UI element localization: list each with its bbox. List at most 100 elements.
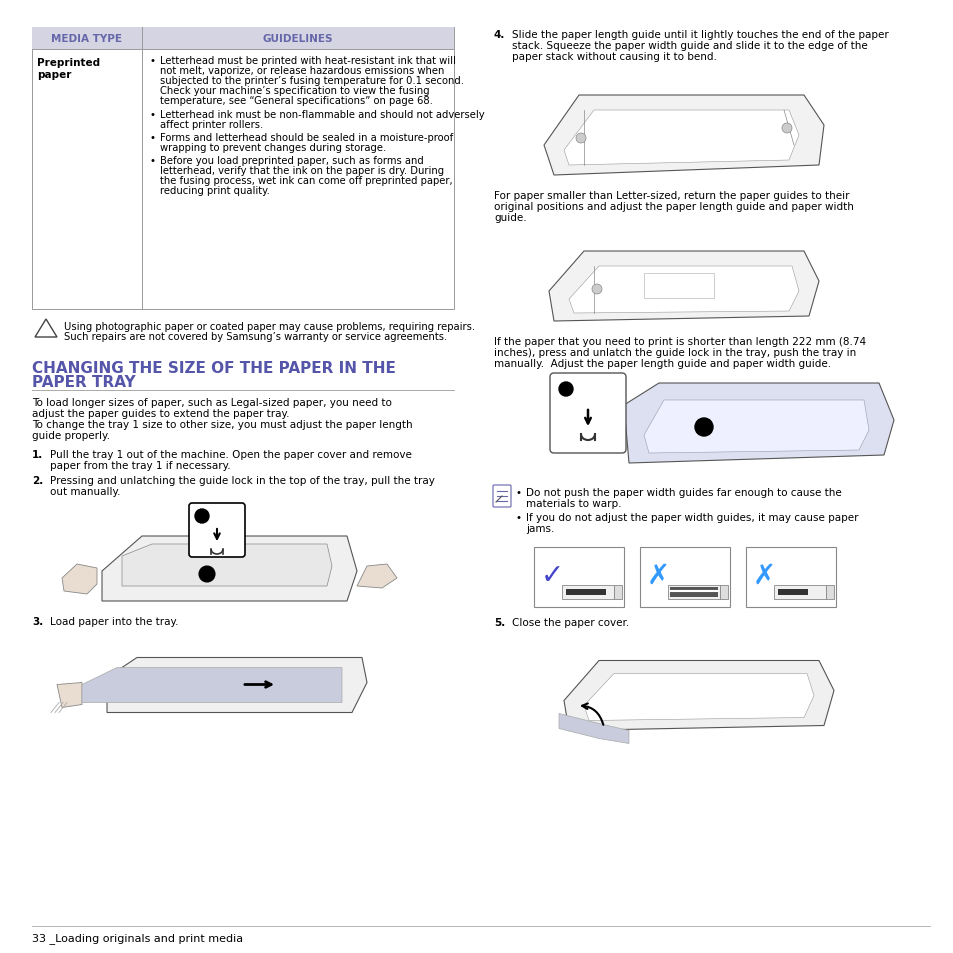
Polygon shape — [57, 682, 82, 708]
Text: reducing print quality.: reducing print quality. — [160, 186, 270, 196]
Bar — [639, 547, 729, 607]
Bar — [778, 589, 807, 596]
Circle shape — [576, 133, 585, 144]
Text: Letterhead ink must be non-flammable and should not adversely: Letterhead ink must be non-flammable and… — [160, 110, 484, 119]
FancyBboxPatch shape — [189, 503, 245, 558]
Text: ✗: ✗ — [752, 561, 775, 589]
Text: •: • — [516, 513, 521, 522]
Text: 2: 2 — [700, 423, 706, 432]
Text: Before you load preprinted paper, such as forms and: Before you load preprinted paper, such a… — [160, 156, 423, 167]
Polygon shape — [122, 544, 332, 586]
Bar — [720, 585, 727, 599]
Text: ✗: ✗ — [646, 561, 669, 589]
Circle shape — [558, 382, 573, 396]
Text: 1: 1 — [199, 512, 205, 521]
FancyBboxPatch shape — [550, 374, 625, 454]
Text: Load paper into the tray.: Load paper into the tray. — [50, 617, 178, 626]
Text: stack. Squeeze the paper width guide and slide it to the edge of the: stack. Squeeze the paper width guide and… — [512, 41, 867, 51]
Text: letterhead, verify that the ink on the paper is dry. During: letterhead, verify that the ink on the p… — [160, 167, 444, 176]
Polygon shape — [102, 537, 356, 601]
Polygon shape — [82, 668, 341, 702]
Text: PAPER TRAY: PAPER TRAY — [32, 375, 135, 390]
Text: 1: 1 — [563, 385, 568, 395]
Text: GUIDELINES: GUIDELINES — [262, 34, 333, 44]
Polygon shape — [558, 714, 628, 743]
Polygon shape — [62, 564, 97, 595]
Text: Preprinted: Preprinted — [37, 58, 100, 68]
Text: 2: 2 — [204, 570, 210, 578]
Text: 4.: 4. — [494, 30, 505, 40]
Circle shape — [194, 510, 209, 523]
Bar — [534, 547, 623, 607]
Text: Pressing and unlatching the guide lock in the top of the tray, pull the tray: Pressing and unlatching the guide lock i… — [50, 476, 435, 485]
Text: temperature, see “General specifications” on page 68.: temperature, see “General specifications… — [160, 96, 433, 106]
Text: materials to warp.: materials to warp. — [525, 498, 620, 509]
Text: Slide the paper length guide until it lightly touches the end of the paper: Slide the paper length guide until it li… — [512, 30, 888, 40]
Circle shape — [781, 124, 791, 133]
Text: For paper smaller than Letter-sized, return the paper guides to their: For paper smaller than Letter-sized, ret… — [494, 191, 848, 201]
Bar — [561, 585, 614, 599]
Text: If you do not adjust the paper width guides, it may cause paper: If you do not adjust the paper width gui… — [525, 513, 858, 522]
Text: original positions and adjust the paper length guide and paper width: original positions and adjust the paper … — [494, 202, 853, 212]
Bar — [32, 28, 454, 50]
Polygon shape — [583, 674, 813, 720]
Text: Do not push the paper width guides far enough to cause the: Do not push the paper width guides far e… — [525, 488, 841, 497]
Circle shape — [695, 418, 712, 436]
Text: 3.: 3. — [32, 617, 43, 626]
Text: Such repairs are not covered by Samsung’s warranty or service agreements.: Such repairs are not covered by Samsung’… — [64, 333, 447, 342]
Text: not melt, vaporize, or release hazardous emissions when: not melt, vaporize, or release hazardous… — [160, 66, 444, 76]
Text: Close the paper cover.: Close the paper cover. — [512, 618, 629, 627]
Text: Letterhead must be printed with heat-resistant ink that will: Letterhead must be printed with heat-res… — [160, 56, 456, 66]
Text: inches), press and unlatch the guide lock in the tray, push the tray in: inches), press and unlatch the guide loc… — [494, 348, 856, 357]
Bar — [745, 547, 835, 607]
Text: the fusing process, wet ink can come off preprinted paper,: the fusing process, wet ink can come off… — [160, 176, 452, 186]
Text: paper: paper — [37, 70, 71, 80]
Text: paper from the tray 1 if necessary.: paper from the tray 1 if necessary. — [50, 460, 231, 471]
Text: 33 _Loading originals and print media: 33 _Loading originals and print media — [32, 932, 243, 943]
Polygon shape — [623, 384, 893, 463]
Text: •: • — [150, 156, 156, 167]
Text: guide properly.: guide properly. — [32, 431, 110, 440]
Text: MEDIA TYPE: MEDIA TYPE — [51, 34, 122, 44]
Circle shape — [592, 285, 601, 294]
Polygon shape — [563, 660, 833, 731]
Text: jams.: jams. — [525, 523, 554, 534]
Text: To change the tray 1 size to other size, you must adjust the paper length: To change the tray 1 size to other size,… — [32, 419, 413, 430]
Text: affect printer rollers.: affect printer rollers. — [160, 119, 263, 130]
Bar — [667, 585, 720, 599]
Text: Using photographic paper or coated paper may cause problems, requiring repairs.: Using photographic paper or coated paper… — [64, 322, 475, 332]
Bar — [773, 585, 825, 599]
Text: •: • — [516, 488, 521, 497]
Circle shape — [199, 566, 214, 582]
Text: Forms and letterhead should be sealed in a moisture-proof: Forms and letterhead should be sealed in… — [160, 132, 453, 143]
Bar — [669, 587, 718, 598]
Text: •: • — [150, 110, 156, 119]
Polygon shape — [543, 96, 823, 175]
Polygon shape — [548, 252, 818, 322]
Text: If the paper that you need to print is shorter than length 222 mm (8.74: If the paper that you need to print is s… — [494, 336, 865, 347]
Text: manually.  Adjust the paper length guide and paper width guide.: manually. Adjust the paper length guide … — [494, 358, 830, 369]
Text: 1.: 1. — [32, 450, 43, 459]
Text: Pull the tray 1 out of the machine. Open the paper cover and remove: Pull the tray 1 out of the machine. Open… — [50, 450, 412, 459]
Polygon shape — [643, 400, 868, 454]
Polygon shape — [35, 319, 57, 337]
FancyBboxPatch shape — [493, 485, 511, 507]
Text: To load longer sizes of paper, such as Legal-sized paper, you need to: To load longer sizes of paper, such as L… — [32, 397, 392, 408]
Text: out manually.: out manually. — [50, 486, 120, 497]
Polygon shape — [107, 658, 367, 713]
Bar — [614, 585, 621, 599]
Text: ✓: ✓ — [539, 561, 563, 589]
Text: guide.: guide. — [494, 213, 526, 223]
Bar — [32, 28, 454, 310]
Polygon shape — [356, 564, 396, 588]
Polygon shape — [568, 267, 799, 314]
Text: adjust the paper guides to extend the paper tray.: adjust the paper guides to extend the pa… — [32, 409, 289, 418]
Text: paper stack without causing it to bend.: paper stack without causing it to bend. — [512, 52, 716, 62]
Text: 5.: 5. — [494, 618, 505, 627]
Polygon shape — [563, 111, 799, 166]
Bar — [825, 585, 833, 599]
Text: wrapping to prevent changes during storage.: wrapping to prevent changes during stora… — [160, 143, 386, 152]
Text: Check your machine’s specification to view the fusing: Check your machine’s specification to vi… — [160, 86, 429, 96]
Bar — [643, 274, 713, 298]
Text: •: • — [150, 132, 156, 143]
